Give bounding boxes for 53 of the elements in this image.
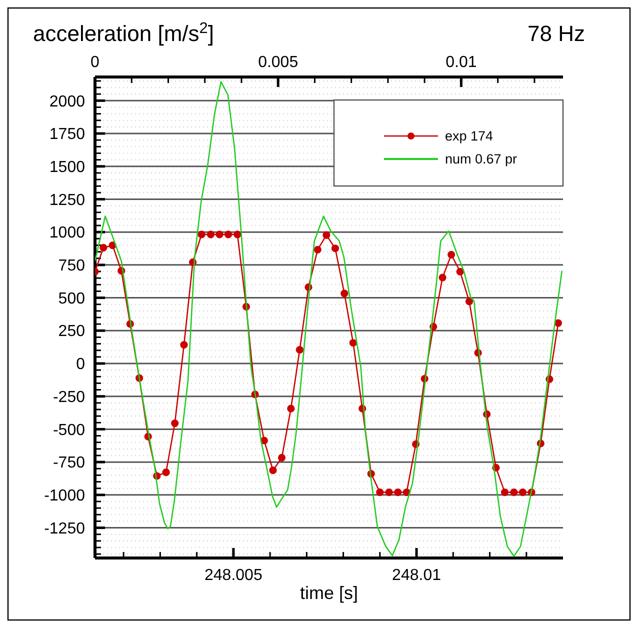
point bbox=[296, 346, 304, 354]
line-series bbox=[95, 81, 563, 557]
point bbox=[322, 231, 330, 239]
y-tick-label: 750 bbox=[58, 258, 86, 275]
y-tick-label: 1500 bbox=[49, 158, 86, 176]
point bbox=[340, 290, 348, 298]
x2-tick-label: 0 bbox=[90, 54, 100, 71]
point bbox=[376, 488, 384, 496]
point bbox=[385, 488, 393, 496]
y-tick-label: 500 bbox=[58, 290, 86, 308]
chart-subtitle: 78 Hz bbox=[528, 21, 585, 46]
point bbox=[224, 230, 232, 238]
point bbox=[518, 488, 527, 496]
point bbox=[216, 230, 224, 238]
point bbox=[234, 230, 242, 238]
chart-title: acceleration [m/s$^{2}$] bbox=[33, 20, 214, 46]
point bbox=[456, 268, 464, 276]
point bbox=[448, 250, 456, 258]
point bbox=[269, 466, 277, 474]
point bbox=[278, 454, 286, 462]
x-tick-label: 248.005 bbox=[204, 567, 262, 584]
point bbox=[510, 488, 518, 496]
point bbox=[465, 298, 474, 306]
y-tick-label: -750 bbox=[52, 454, 86, 472]
y-tick-label: -250 bbox=[52, 388, 86, 406]
point bbox=[180, 341, 188, 349]
point bbox=[394, 488, 402, 496]
y-tick-label: 1250 bbox=[49, 192, 86, 209]
x-tick-label: 248.01 bbox=[392, 567, 442, 584]
point bbox=[349, 339, 357, 347]
point bbox=[206, 230, 215, 238]
x2-tick-label: 0.01 bbox=[446, 54, 477, 71]
y-tick-label: -500 bbox=[52, 422, 86, 439]
y-tick-label: 2000 bbox=[49, 93, 86, 110]
point bbox=[198, 230, 206, 238]
y-tick-label: 1000 bbox=[49, 224, 86, 242]
legend-label: num 0.67 pr bbox=[445, 152, 518, 167]
point bbox=[438, 274, 446, 282]
point bbox=[500, 488, 509, 496]
x2-tick-label: 0.005 bbox=[258, 54, 298, 71]
point bbox=[171, 419, 179, 428]
y-tick-label: 1750 bbox=[49, 126, 86, 144]
x-axis-title: time [s] bbox=[300, 583, 358, 603]
y-tick-label: 0 bbox=[76, 356, 86, 374]
point bbox=[100, 244, 108, 252]
point bbox=[162, 468, 170, 476]
point bbox=[314, 246, 322, 254]
y-tick-label: -1250 bbox=[44, 520, 86, 538]
point bbox=[331, 244, 340, 252]
legend-label: exp 174 bbox=[445, 128, 494, 144]
point bbox=[287, 404, 295, 412]
y-tick-label: 250 bbox=[58, 323, 86, 340]
y-tick-label: -1000 bbox=[44, 488, 86, 505]
